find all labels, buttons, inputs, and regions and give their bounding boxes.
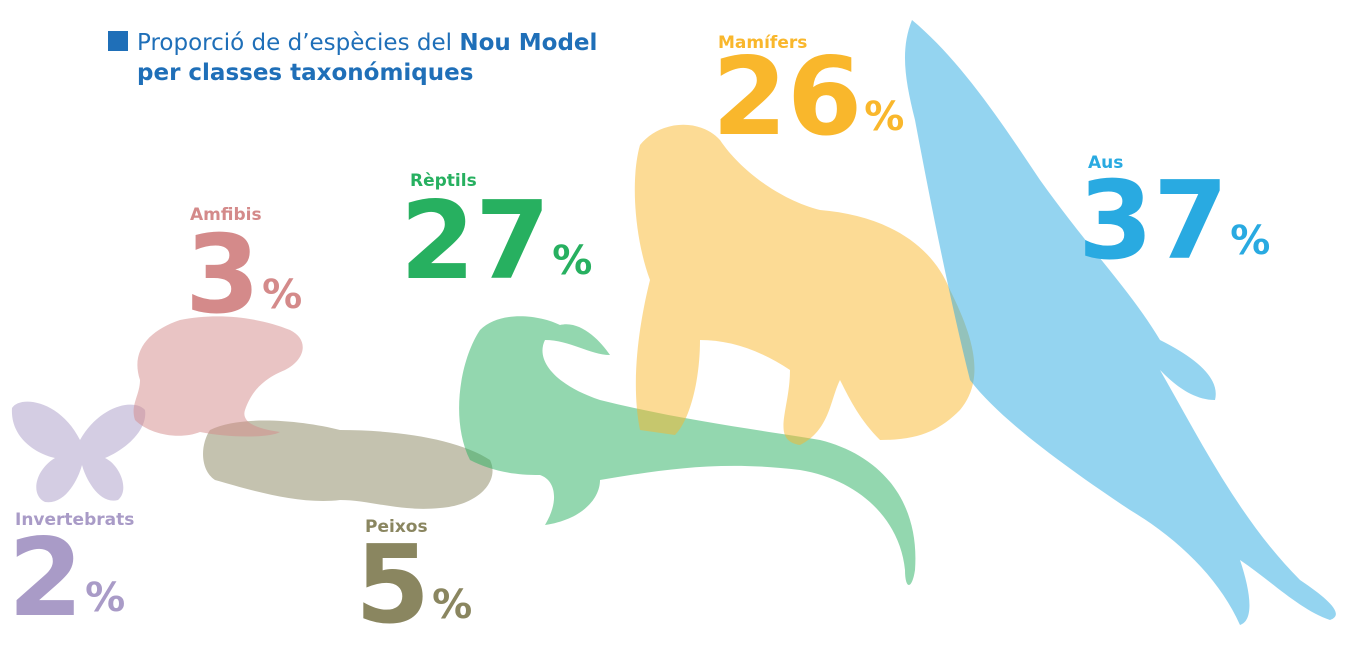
value-label: 27 <box>400 179 550 304</box>
silhouette <box>12 402 145 503</box>
title-marker <box>108 31 128 51</box>
unit-label: % <box>864 94 904 140</box>
infographic: Proporció de d’espècies del Nou Model pe… <box>0 0 1365 651</box>
title-line-1: Proporció de d’espècies del Nou Model <box>137 30 597 56</box>
value-label: 5 <box>355 523 430 648</box>
unit-label: % <box>85 575 125 621</box>
value-label: 26 <box>712 35 862 160</box>
unit-label: % <box>552 238 592 284</box>
unit-label: % <box>262 272 302 318</box>
value-label: 3 <box>185 213 260 338</box>
title-lead: Proporció de d’espècies del <box>137 30 452 56</box>
silhouette <box>905 20 1336 625</box>
title-line-2: per classes taxonómiques <box>137 60 473 86</box>
value-label: 37 <box>1078 159 1228 284</box>
unit-label: % <box>432 582 472 628</box>
unit-label: % <box>1230 218 1270 264</box>
silhouette <box>635 125 975 445</box>
value-label: 2 <box>8 516 83 641</box>
title-emphasis: Nou Model <box>459 30 597 56</box>
